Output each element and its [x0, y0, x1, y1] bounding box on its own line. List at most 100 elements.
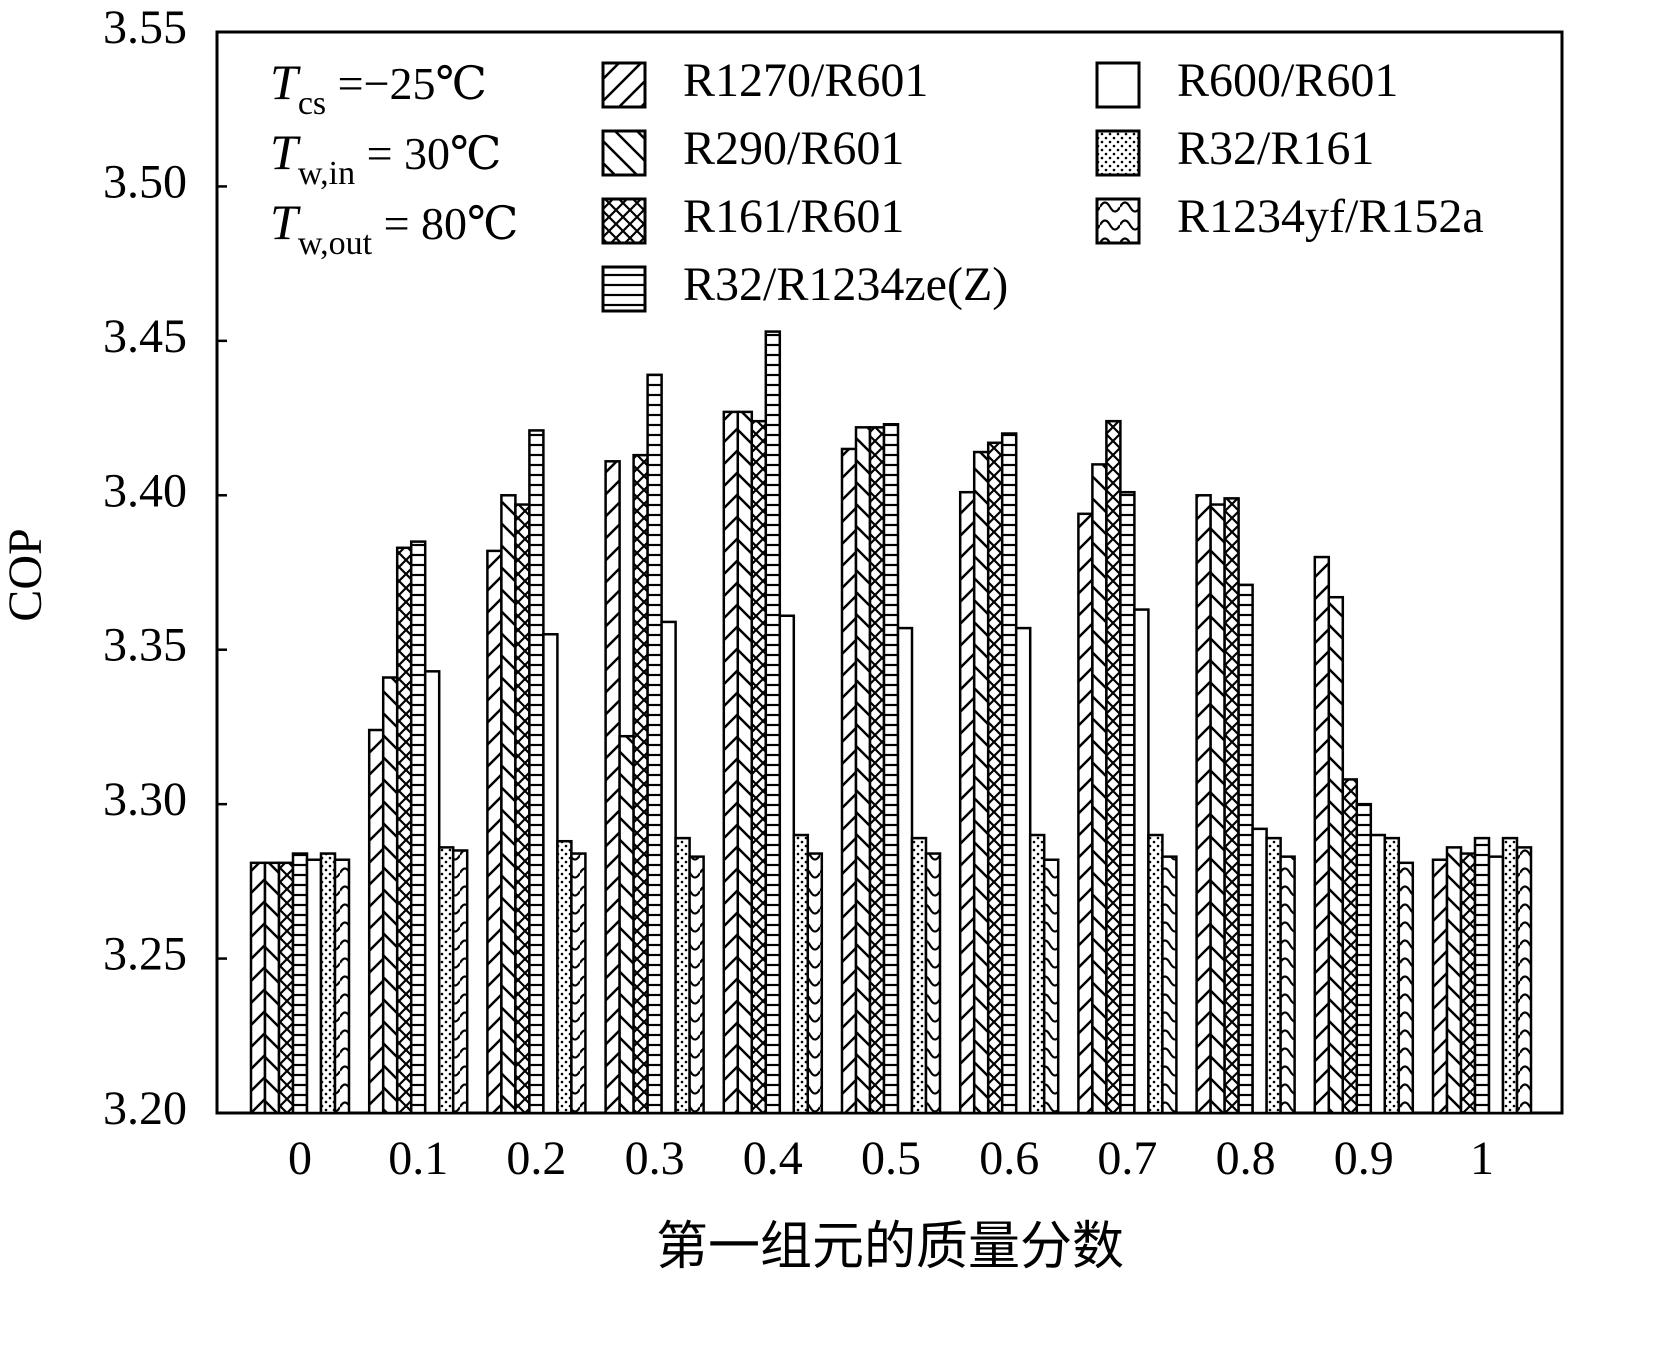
annotation-text: = 80℃: [372, 198, 518, 249]
bar: [736, 410, 754, 1115]
legend-swatch: [601, 61, 647, 109]
bar: [1279, 855, 1296, 1115]
bar: [486, 549, 503, 1115]
bar: [1077, 512, 1094, 1115]
bar: [1161, 855, 1178, 1115]
bar: [688, 855, 705, 1115]
bar: [1265, 836, 1282, 1115]
legend-label: R32/R161: [1177, 122, 1374, 175]
bar: [1327, 595, 1345, 1115]
annotation: Tw,out = 80℃: [270, 194, 519, 261]
bar: [792, 833, 810, 1115]
bar: [514, 503, 531, 1115]
bar: [986, 441, 1004, 1115]
x-axis-label: 第一组元的质量分数: [656, 1219, 1124, 1276]
bar: [1515, 846, 1533, 1115]
annotation-subscript: cs: [298, 85, 326, 122]
y-tick-label: 3.55: [103, 1, 187, 54]
bar: [1133, 608, 1150, 1115]
bar: [840, 447, 858, 1115]
bar: [500, 494, 517, 1115]
bar: [764, 330, 782, 1115]
bar: [646, 373, 663, 1115]
bar: [395, 546, 413, 1115]
bar: [1042, 858, 1060, 1115]
bar: [423, 670, 441, 1115]
x-tick-label: 0.7: [1097, 1132, 1157, 1185]
bar: [528, 429, 545, 1115]
bar: [868, 426, 886, 1115]
bar: [882, 422, 900, 1115]
annotation-subscript: w,in: [298, 155, 355, 192]
bar: [319, 852, 337, 1115]
bar: [451, 849, 469, 1115]
bar: [1355, 802, 1373, 1115]
bar: [437, 846, 455, 1115]
bar: [1028, 833, 1046, 1115]
annotation-symbol: T: [270, 54, 301, 110]
bar: [542, 633, 559, 1115]
x-tick-label: 0.6: [979, 1132, 1039, 1185]
legend-swatch: [1095, 129, 1141, 177]
bar: [896, 626, 914, 1115]
bar: [1000, 432, 1018, 1115]
bar: [618, 734, 635, 1115]
y-tick-label: 3.25: [103, 928, 187, 981]
bar: [291, 852, 309, 1115]
bar: [1341, 778, 1359, 1115]
bar: [1313, 555, 1331, 1115]
y-tick-label: 3.45: [103, 310, 187, 363]
annotation-symbol: T: [270, 194, 301, 250]
bar: [1397, 861, 1415, 1115]
bar: [1459, 852, 1477, 1115]
bar: [409, 540, 427, 1115]
bar: [333, 858, 351, 1115]
y-tick-label: 3.20: [103, 1082, 187, 1135]
bar: [1473, 836, 1491, 1115]
bar: [1091, 463, 1108, 1115]
x-tick-label: 0.3: [625, 1132, 685, 1185]
bar: [1195, 494, 1212, 1115]
legend-swatch: [601, 265, 647, 313]
annotation-subscript: w,out: [298, 225, 373, 262]
bar: [632, 453, 649, 1115]
x-tick-label: 1: [1470, 1132, 1494, 1185]
bar: [750, 419, 768, 1115]
bar: [924, 852, 942, 1115]
bar: [604, 460, 621, 1115]
x-tick-label: 0.4: [743, 1132, 803, 1185]
bar: [660, 620, 677, 1115]
bar: [1501, 836, 1519, 1115]
bar: [854, 426, 872, 1115]
annotation: Tcs =−25℃: [270, 54, 487, 121]
y-tick-label: 3.40: [103, 464, 187, 517]
legend-label: R1234yf/R152a: [1177, 190, 1484, 243]
bar: [972, 450, 990, 1115]
bar: [1445, 846, 1463, 1115]
bar: [1223, 497, 1240, 1115]
annotation: Tw,in = 30℃: [270, 124, 502, 191]
bar: [1383, 836, 1401, 1115]
bar: [277, 861, 295, 1115]
y-tick-label: 3.35: [103, 619, 187, 672]
bar: [570, 852, 587, 1115]
x-tick-label: 0.8: [1216, 1132, 1276, 1185]
annotation-text: = 30℃: [355, 128, 501, 179]
annotation-symbol: T: [270, 124, 301, 180]
bar: [722, 410, 740, 1115]
x-tick-label: 0.1: [388, 1132, 448, 1185]
bar: [263, 861, 281, 1115]
legend-label: R290/R601: [683, 122, 904, 175]
bar: [556, 839, 573, 1115]
bar: [1237, 583, 1254, 1115]
bar: [806, 852, 824, 1115]
bar: [958, 490, 976, 1115]
legend-label: R161/R601: [683, 190, 904, 243]
y-tick-label: 3.30: [103, 773, 187, 826]
y-axis-label: COP: [0, 528, 52, 621]
bar: [1369, 833, 1387, 1115]
bar: [1014, 626, 1032, 1115]
legend-swatch: [601, 129, 647, 177]
bar: [1105, 419, 1122, 1115]
